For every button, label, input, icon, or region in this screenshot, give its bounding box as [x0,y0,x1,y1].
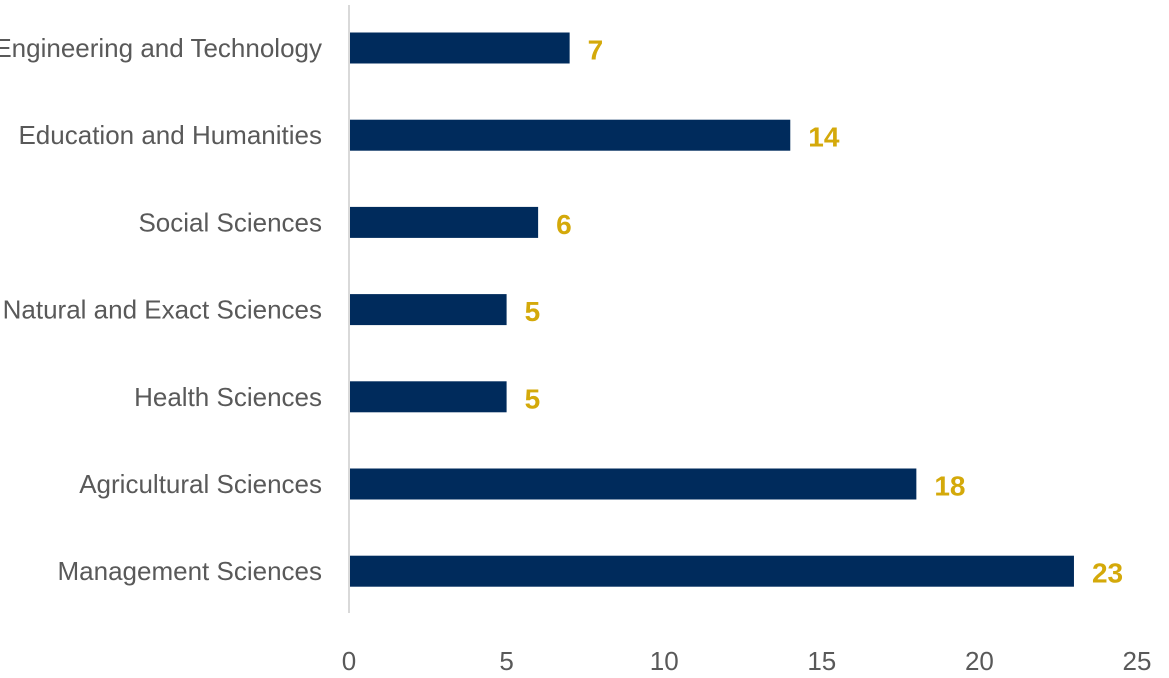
data-label-social-sciences: 6 [556,209,572,240]
category-labels: Engineering and Technology Education and … [0,33,322,586]
category-label-natural-and-exact-sciences: Natural and Exact Sciences [3,295,322,325]
bar-education-and-humanities [349,119,791,151]
category-label-engineering-and-technology: Engineering and Technology [0,33,322,63]
bars-layer [349,32,1074,587]
bar-engineering-and-technology [349,32,570,64]
bar-health-sciences [349,381,507,413]
data-label-health-sciences: 5 [525,383,541,414]
data-label-agricultural-sciences: 18 [934,471,965,502]
x-tick-label-10: 10 [650,646,679,676]
x-tick-label-25: 25 [1123,646,1152,676]
category-label-management-sciences: Management Sciences [58,556,322,586]
data-label-natural-and-exact-sciences: 5 [525,296,541,327]
category-label-health-sciences: Health Sciences [134,382,322,412]
category-label-social-sciences: Social Sciences [138,207,322,237]
bar-agricultural-sciences [349,468,917,500]
data-labels: 7 14 6 5 5 18 23 [525,35,1124,589]
data-label-education-and-humanities: 14 [808,122,840,153]
x-axis-tick-labels: 0 5 10 15 20 25 [342,646,1152,676]
category-label-agricultural-sciences: Agricultural Sciences [79,469,322,499]
data-label-engineering-and-technology: 7 [588,35,604,66]
bar-social-sciences [349,206,539,238]
bar-natural-and-exact-sciences [349,294,507,326]
x-tick-label-5: 5 [499,646,513,676]
x-tick-label-15: 15 [807,646,836,676]
data-label-management-sciences: 23 [1092,558,1123,589]
bar-management-sciences [349,555,1074,587]
x-tick-label-20: 20 [965,646,994,676]
category-label-education-and-humanities: Education and Humanities [18,120,322,150]
x-tick-label-0: 0 [342,646,356,676]
